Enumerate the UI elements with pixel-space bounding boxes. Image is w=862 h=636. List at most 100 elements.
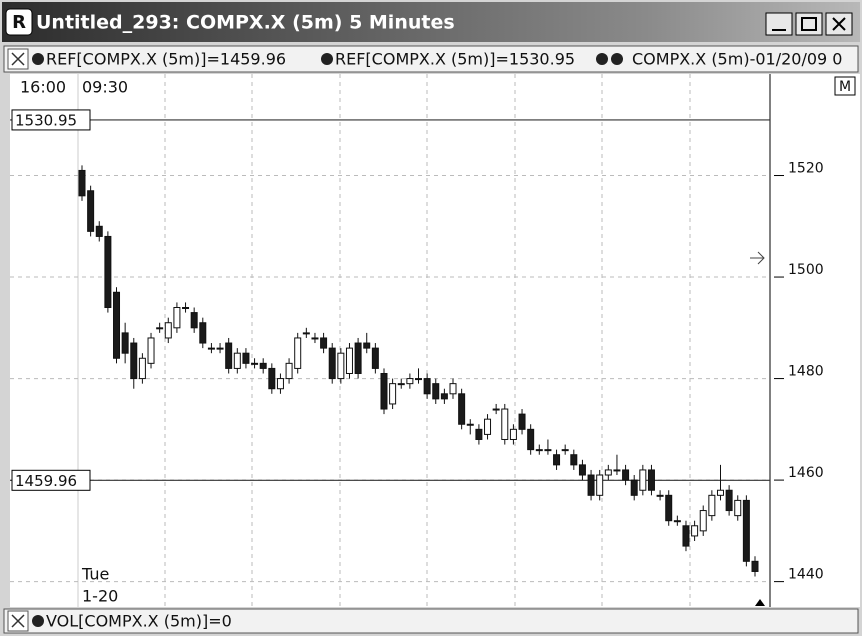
candle-body: [725, 489, 733, 512]
candle-body: [276, 378, 284, 390]
candle-body: [268, 367, 276, 390]
candle-body: [466, 423, 474, 426]
time-grid: [164, 74, 691, 607]
legend-dot: [321, 53, 333, 65]
candle-body: [285, 362, 293, 380]
candle-body: [182, 307, 190, 310]
candle-body: [613, 469, 621, 472]
candle-body: [501, 408, 509, 440]
title-bar: [2, 2, 860, 42]
time-label: 16:00: [20, 78, 66, 97]
candle-body: [647, 469, 655, 491]
candle-body: [406, 378, 414, 385]
candle-body: [389, 383, 397, 405]
candle-body: [423, 378, 431, 395]
reference-label: 1459.96: [15, 472, 77, 490]
candle-body: [622, 469, 630, 481]
window-buttons: [765, 12, 853, 36]
candle-body: [475, 428, 483, 440]
candle-body: [328, 347, 336, 380]
candle-body: [561, 449, 569, 452]
candle-body: [492, 408, 500, 411]
volume-dot: [32, 615, 44, 627]
mode-button[interactable]: [834, 76, 856, 96]
legend-entry: REF[COMPX.X (5m)]=1530.95: [335, 50, 575, 69]
candle-body: [225, 342, 233, 369]
candle-body: [699, 510, 707, 532]
app-icon: [5, 8, 33, 36]
candle-body: [113, 291, 121, 359]
app-icon-letter: R: [12, 12, 26, 33]
candle-body: [380, 372, 388, 410]
y-tick-label: 1520: [788, 161, 824, 177]
date-label: 1-20: [82, 587, 118, 606]
plot-area: [10, 74, 860, 607]
candle-body: [518, 413, 526, 430]
candle-body: [544, 449, 552, 452]
candle-body: [458, 393, 466, 425]
candle-body: [87, 190, 95, 232]
candle-body: [587, 474, 595, 496]
legend-entry: REF[COMPX.X (5m)]=1459.96: [46, 50, 286, 69]
candle-body: [190, 312, 198, 329]
candle-body: [130, 342, 138, 380]
candle-body: [604, 469, 612, 476]
candle-body: [302, 332, 310, 335]
candle-body: [432, 383, 440, 400]
candle-body: [751, 560, 759, 572]
close-glyph: [832, 17, 846, 31]
candle-body: [216, 347, 224, 350]
candle-body: [630, 479, 638, 496]
candle-body: [639, 469, 647, 491]
candle-body: [440, 393, 448, 400]
legend-dot: [32, 53, 44, 65]
candle-body: [147, 337, 155, 364]
candle-body: [484, 418, 492, 435]
y-tick-label: 1480: [788, 364, 824, 380]
candle-body: [320, 337, 328, 349]
candle-body: [371, 347, 379, 369]
volume-pane: [3, 608, 859, 634]
candle-body: [173, 307, 181, 329]
candle-body: [734, 499, 742, 517]
legend-dot: [611, 53, 623, 65]
candle-body: [673, 520, 681, 523]
candle-body: [207, 347, 215, 350]
candle-body: [527, 428, 535, 451]
candle-body: [578, 464, 586, 476]
y-tick-label: 1500: [788, 262, 824, 278]
scroll-arrow[interactable]: [750, 251, 765, 265]
candle-body: [311, 337, 319, 340]
candle-body: [138, 357, 146, 380]
candle-body: [449, 383, 457, 395]
candle-body: [535, 449, 543, 452]
candles: 1440 1460 1480 1500 1520 1530.95 1459.96: [10, 109, 824, 583]
candle-body: [259, 362, 267, 369]
candle-body: [656, 494, 664, 497]
candle-body: [345, 347, 353, 374]
mode-button-label: M: [839, 79, 851, 95]
candle-body: [78, 169, 86, 197]
candle-body: [553, 454, 561, 466]
candle-body: [199, 322, 207, 344]
candle-body: [104, 235, 112, 309]
candle-body: [164, 322, 172, 339]
candle-body: [691, 525, 699, 537]
axis-marker: [755, 599, 765, 606]
maximize-button[interactable]: [795, 12, 823, 36]
candle-body: [397, 383, 405, 386]
reference-label-box: [11, 469, 91, 491]
candle-body: [337, 352, 345, 380]
candle-body: [121, 332, 129, 354]
candle-body: [415, 378, 422, 381]
time-label: 09:30: [82, 78, 128, 97]
minimize-button[interactable]: [765, 12, 793, 36]
maximize-glyph: [801, 17, 817, 31]
legend-close-glyph: [11, 52, 25, 66]
candle-body: [251, 362, 259, 365]
legend-clip: COMPX.X (5m)-01/20/09 0: [632, 50, 842, 69]
legend-entry: COMPX.X (5m)-01/20/09 0: [632, 50, 842, 69]
candle-body: [708, 494, 716, 517]
candle-body: [363, 342, 371, 349]
